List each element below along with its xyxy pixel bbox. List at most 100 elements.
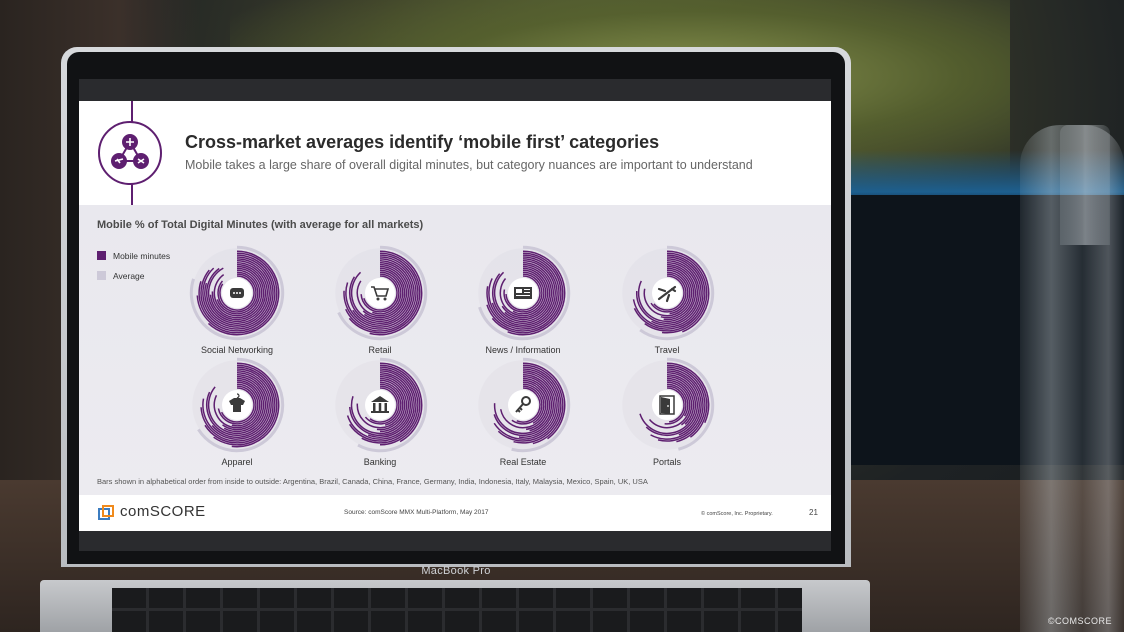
- market-bar: [666, 372, 700, 436]
- keyboard-row: [112, 608, 802, 611]
- market-bar: [512, 271, 545, 315]
- market-bar: [651, 260, 700, 326]
- header-badge: [98, 121, 162, 185]
- market-bar: [492, 261, 554, 325]
- market-bar: [207, 375, 267, 435]
- market-bar: [364, 385, 400, 425]
- market-bar: [379, 362, 423, 443]
- average-arc: [189, 245, 285, 341]
- market-bar: [361, 366, 419, 444]
- market-bar: [666, 377, 695, 425]
- market-bar: [200, 256, 274, 330]
- market-bar: [348, 261, 411, 325]
- legend-swatch-mobile: [97, 251, 106, 260]
- market-bar: [222, 379, 263, 431]
- legend-swatch-average: [97, 271, 106, 280]
- comscore-logo-text: comSCORE: [120, 503, 206, 520]
- market-bar: [636, 261, 698, 325]
- market-bar: [657, 368, 704, 442]
- market-bar: [217, 273, 257, 313]
- category-label: Banking: [363, 457, 397, 467]
- category-label: Apparel: [221, 457, 253, 467]
- radial-chart: [189, 245, 285, 341]
- market-bar: [488, 258, 558, 328]
- market-bar: [372, 271, 402, 315]
- category-label: Travel: [654, 345, 680, 355]
- market-bar: [666, 366, 706, 443]
- market-bar: [213, 381, 261, 429]
- background-tv: [850, 195, 1124, 465]
- average-arc: [639, 245, 715, 341]
- network-travel-icon: [111, 134, 149, 169]
- market-bar: [200, 368, 274, 442]
- watermark: ©COMSCORE: [1047, 616, 1112, 626]
- door-icon: [659, 395, 675, 415]
- market-bar: [522, 379, 549, 431]
- market-bar: [207, 263, 267, 323]
- market-bar: [345, 258, 415, 328]
- average-arc: [357, 357, 428, 453]
- market-bar: [522, 377, 551, 432]
- shirt-icon: [229, 393, 245, 412]
- market-bar: [516, 387, 541, 423]
- center-disc: [365, 278, 395, 308]
- radial-chart: [622, 357, 715, 451]
- market-bar: [666, 379, 693, 426]
- market-bar: [217, 385, 257, 425]
- market-bar: [350, 375, 410, 435]
- market-bar: [522, 364, 564, 445]
- average-arc: [478, 245, 571, 341]
- keys-icon: [515, 396, 531, 413]
- shopping-cart-icon: [371, 286, 390, 301]
- legend-label-average: Average: [113, 271, 145, 281]
- market-bar: [379, 377, 408, 433]
- market-bar: [663, 265, 695, 321]
- radial-chart: [478, 245, 571, 341]
- market-bar: [522, 383, 545, 424]
- airplane-icon: [657, 285, 677, 303]
- market-bar: [666, 383, 689, 417]
- market-bar: [666, 364, 708, 438]
- slide-footer: comSCORE Source: comScore MMX Multi-Plat…: [79, 495, 831, 531]
- market-bar: [362, 267, 406, 319]
- market-bar: [379, 383, 402, 426]
- market-bar: [644, 254, 706, 332]
- radial-charts: [189, 245, 715, 453]
- market-bar: [504, 265, 551, 321]
- market-bar: [346, 370, 415, 440]
- market-bar: [205, 373, 269, 437]
- slide-header: Cross-market averages identify ‘mobile f…: [79, 101, 831, 205]
- market-bar: [367, 372, 413, 438]
- market-bar: [645, 373, 698, 437]
- radial-chart: [622, 245, 715, 341]
- market-bar: [376, 379, 406, 431]
- legend-label-mobile: Mobile minutes: [113, 251, 171, 261]
- radial-chart: [335, 357, 428, 453]
- market-bar: [650, 370, 702, 440]
- market-bar: [198, 254, 276, 332]
- market-bar: [632, 258, 702, 328]
- market-bar: [486, 256, 560, 330]
- average-arc: [666, 357, 715, 451]
- market-bar: [666, 250, 710, 333]
- market-bar: [211, 267, 263, 319]
- market-bar: [666, 362, 710, 424]
- market-bar: [352, 260, 413, 326]
- market-bar: [231, 362, 280, 448]
- market-bar: [493, 375, 553, 435]
- presentation-slide: Cross-market averages identify ‘mobile f…: [79, 101, 831, 531]
- market-bar: [653, 275, 685, 311]
- market-bar: [379, 364, 421, 446]
- market-bar: [349, 373, 411, 437]
- market-bar: [650, 273, 687, 313]
- market-bar: [213, 364, 278, 446]
- category-label: Retail: [368, 345, 392, 355]
- market-bar: [633, 256, 704, 330]
- copyright-text: © comScore, Inc. Proprietary.: [701, 511, 773, 517]
- market-bar: [213, 269, 261, 317]
- market-bar: [356, 269, 404, 317]
- market-bar: [501, 267, 549, 319]
- market-bar: [486, 254, 562, 332]
- radial-chart: [478, 357, 571, 453]
- chart-area: Mobile % of Total Digital Minutes (with …: [79, 205, 831, 495]
